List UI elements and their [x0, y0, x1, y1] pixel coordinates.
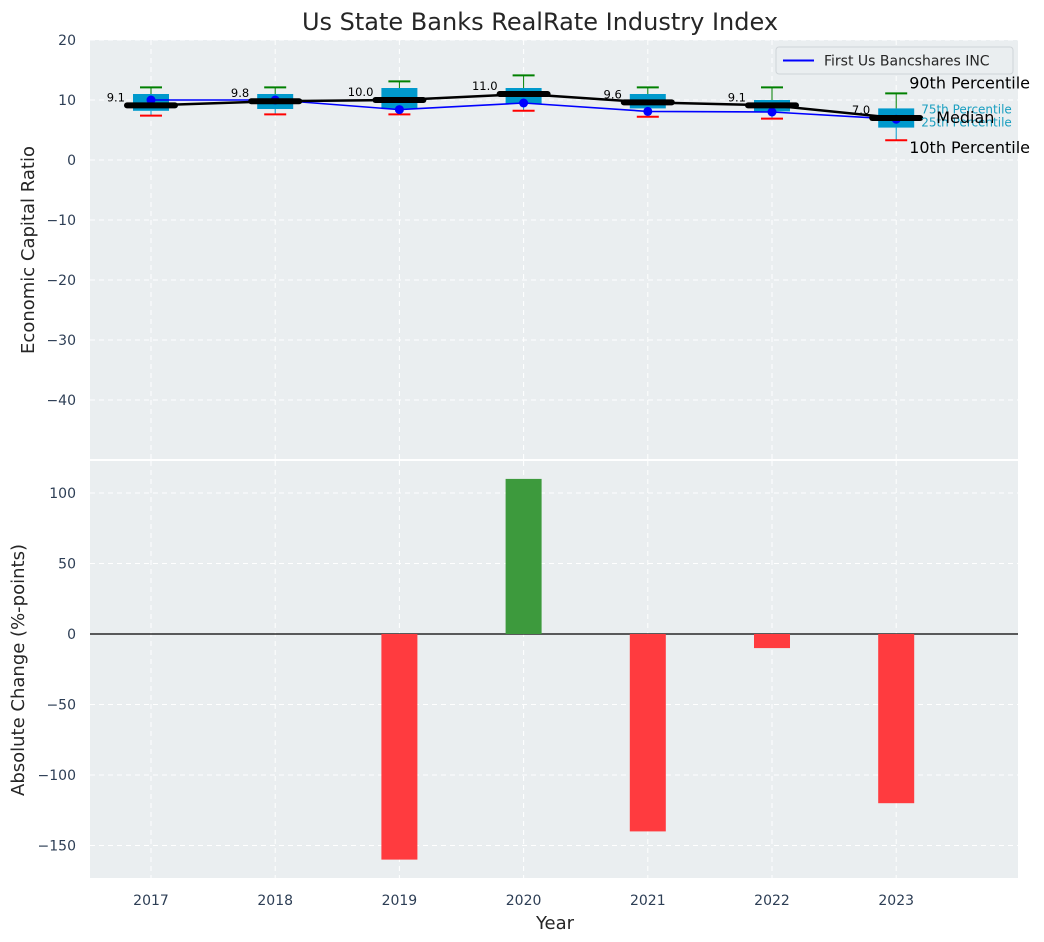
bottom-y-tick-label: −100: [38, 768, 76, 784]
median-data-label: 7.0: [852, 103, 870, 117]
median-data-label: 9.8: [231, 86, 249, 100]
median-layer: 9.1 9.8 10.0 11.0 9.6 9.1 7.0: [107, 79, 924, 121]
series-point: [643, 106, 653, 116]
change-bars: [90, 478, 1018, 860]
x-tick-label: 2020: [506, 893, 542, 909]
change-bar: [505, 478, 542, 634]
bottom-y-tick-label: 100: [49, 486, 76, 502]
x-tick-labels: 2017 2018 2019 2020 2021 2022 2023: [133, 893, 914, 909]
x-tick-label: 2017: [133, 893, 169, 909]
top-y-tick-label: −10: [46, 213, 76, 229]
change-bar: [629, 634, 666, 832]
annotation-75th-percentile: 75th Percentile: [921, 102, 1012, 116]
series-point: [767, 107, 777, 117]
x-tick-label: 2022: [754, 893, 790, 909]
legend-frame: [775, 46, 1014, 75]
top-y-tick-label: 10: [58, 93, 76, 109]
change-bar: [381, 634, 418, 860]
x-tick-label: 2023: [878, 893, 914, 909]
change-bar: [878, 634, 915, 804]
bottom-y-tick-label: 50: [58, 557, 76, 573]
bottom-y-tick-label: −150: [38, 839, 76, 855]
median-data-label: 11.0: [472, 79, 498, 93]
top-y-tick-label: −20: [46, 273, 76, 289]
change-bar: [754, 634, 790, 649]
x-tick-label: 2019: [382, 893, 418, 909]
x-tick-label: 2021: [630, 893, 666, 909]
legend: First Us Bancshares INC: [775, 46, 1014, 75]
bottom-y-tick-label: 0: [67, 627, 76, 643]
median-data-label: 10.0: [348, 85, 374, 99]
annotation-90th-percentile: 90th Percentile: [909, 73, 1030, 92]
median-data-label: 9.6: [604, 87, 622, 101]
top-plot-area: [90, 40, 1018, 459]
median-data-label: 9.1: [107, 90, 125, 104]
top-y-tick-label: −40: [46, 393, 76, 409]
top-gridlines: [90, 39, 1018, 401]
top-y-tick-label: −30: [46, 333, 76, 349]
top-y-tick-labels: 20 10 0 −10 −20 −30 −40: [46, 33, 76, 409]
series-point: [394, 105, 404, 115]
top-y-tick-label: 20: [58, 33, 76, 49]
bottom-y-axis-label: Absolute Change (%-points): [8, 544, 29, 796]
bottom-plot-area: [90, 461, 1018, 878]
series-point: [519, 98, 529, 108]
annotation-median: Median: [936, 108, 994, 127]
series-point: [146, 95, 156, 105]
x-tick-label: 2018: [257, 893, 293, 909]
chart-title: Us State Banks RealRate Industry Index: [302, 8, 778, 36]
top-y-tick-label: 0: [67, 153, 76, 169]
bottom-y-tick-label: −50: [46, 698, 76, 714]
annotation-25th-percentile: 25th Percentile: [921, 116, 1012, 130]
annotation-10th-percentile: 10th Percentile: [909, 138, 1030, 157]
bottom-y-tick-labels: 100 50 0 −50 −100 −150: [38, 486, 76, 855]
x-axis-label: Year: [535, 913, 575, 934]
legend-entry: First Us Bancshares INC: [824, 54, 990, 70]
top-y-axis-label: Economic Capital Ratio: [18, 146, 39, 354]
median-data-label: 9.1: [728, 90, 746, 104]
